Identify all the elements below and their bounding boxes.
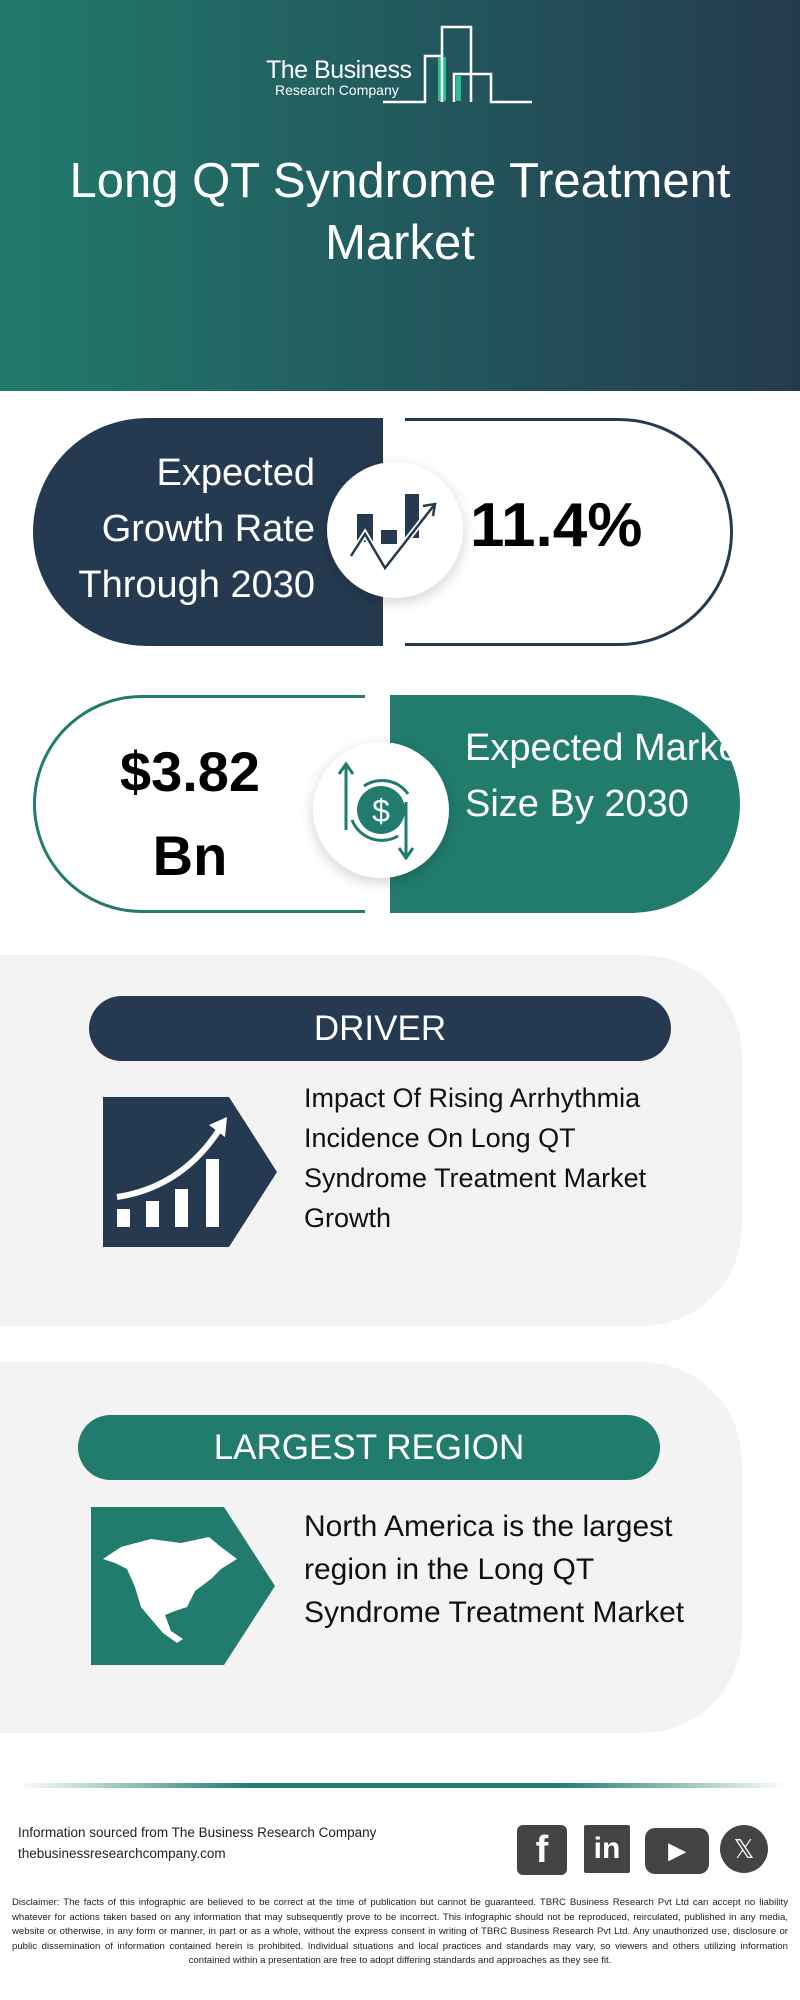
driver-text: Impact Of Rising Arrhythmia Incidence On… [304, 1083, 647, 1233]
region-text: North America is the largest region in t… [304, 1510, 685, 1629]
market-value: $3.82 Bn [119, 740, 261, 887]
growth-label-panel [33, 418, 383, 646]
growth-value-panel [405, 418, 733, 646]
svg-text:$: $ [372, 793, 390, 829]
footer-divider [18, 1783, 788, 1788]
market-label: Expected Market Size By 2030 [465, 727, 751, 825]
logo-subtext: Research Company [275, 82, 399, 98]
growth-chart-icon [327, 462, 463, 598]
youtube-icon[interactable]: ▶ [645, 1828, 709, 1874]
dollar-cycle-icon: $ [313, 742, 449, 878]
region-heading: LARGEST REGION [78, 1415, 660, 1480]
logo-text: The Business [266, 56, 412, 84]
source-info: Information sourced from The Business Re… [18, 1822, 376, 1864]
north-america-map-icon [91, 1507, 275, 1665]
source-text: Information sourced from The Business Re… [18, 1825, 377, 1840]
x-icon[interactable]: 𝕏 [720, 1825, 768, 1873]
growth-label: Expected Growth Rate Through 2030 [78, 452, 315, 606]
header-banner: The Business Research Company Long QT Sy… [0, 0, 800, 391]
driver-heading: DRIVER [89, 996, 671, 1061]
website-link[interactable]: thebusinessresearchcompany.com [18, 1846, 226, 1861]
linkedin-icon[interactable]: in [584, 1825, 630, 1873]
facebook-icon[interactable]: f [517, 1825, 567, 1875]
growth-value: 11.4% [470, 491, 643, 560]
rising-bar-chart-icon [103, 1097, 277, 1247]
logo-buildings-icon [383, 25, 532, 104]
page-title: Long QT Syndrome Treatment Market [69, 154, 731, 270]
disclaimer: Disclaimer: The facts of this infographi… [12, 1897, 788, 1966]
market-value-panel [33, 695, 365, 913]
